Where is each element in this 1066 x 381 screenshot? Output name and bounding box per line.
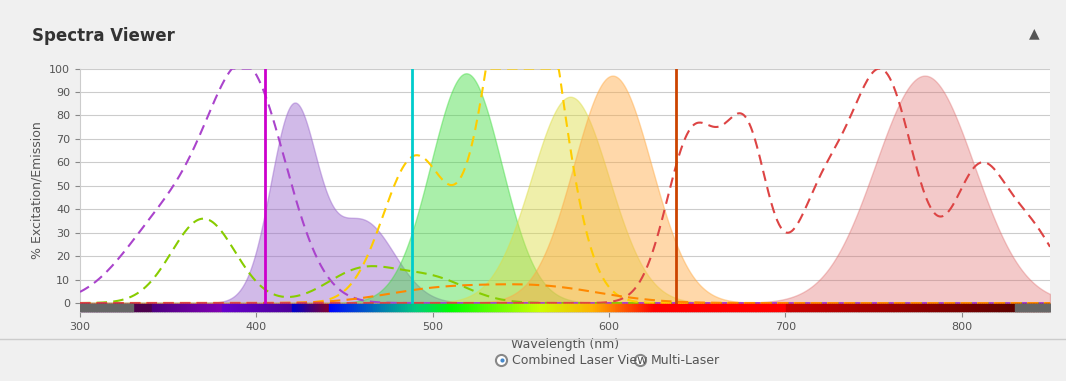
- Text: ▲: ▲: [1029, 27, 1039, 41]
- Text: Multi-Laser: Multi-Laser: [650, 354, 720, 367]
- X-axis label: Wavelength (nm): Wavelength (nm): [511, 338, 619, 351]
- Y-axis label: % Excitation/Emission: % Excitation/Emission: [31, 122, 44, 259]
- Text: Spectra Viewer: Spectra Viewer: [32, 27, 175, 45]
- Text: Combined Laser View: Combined Laser View: [512, 354, 647, 367]
